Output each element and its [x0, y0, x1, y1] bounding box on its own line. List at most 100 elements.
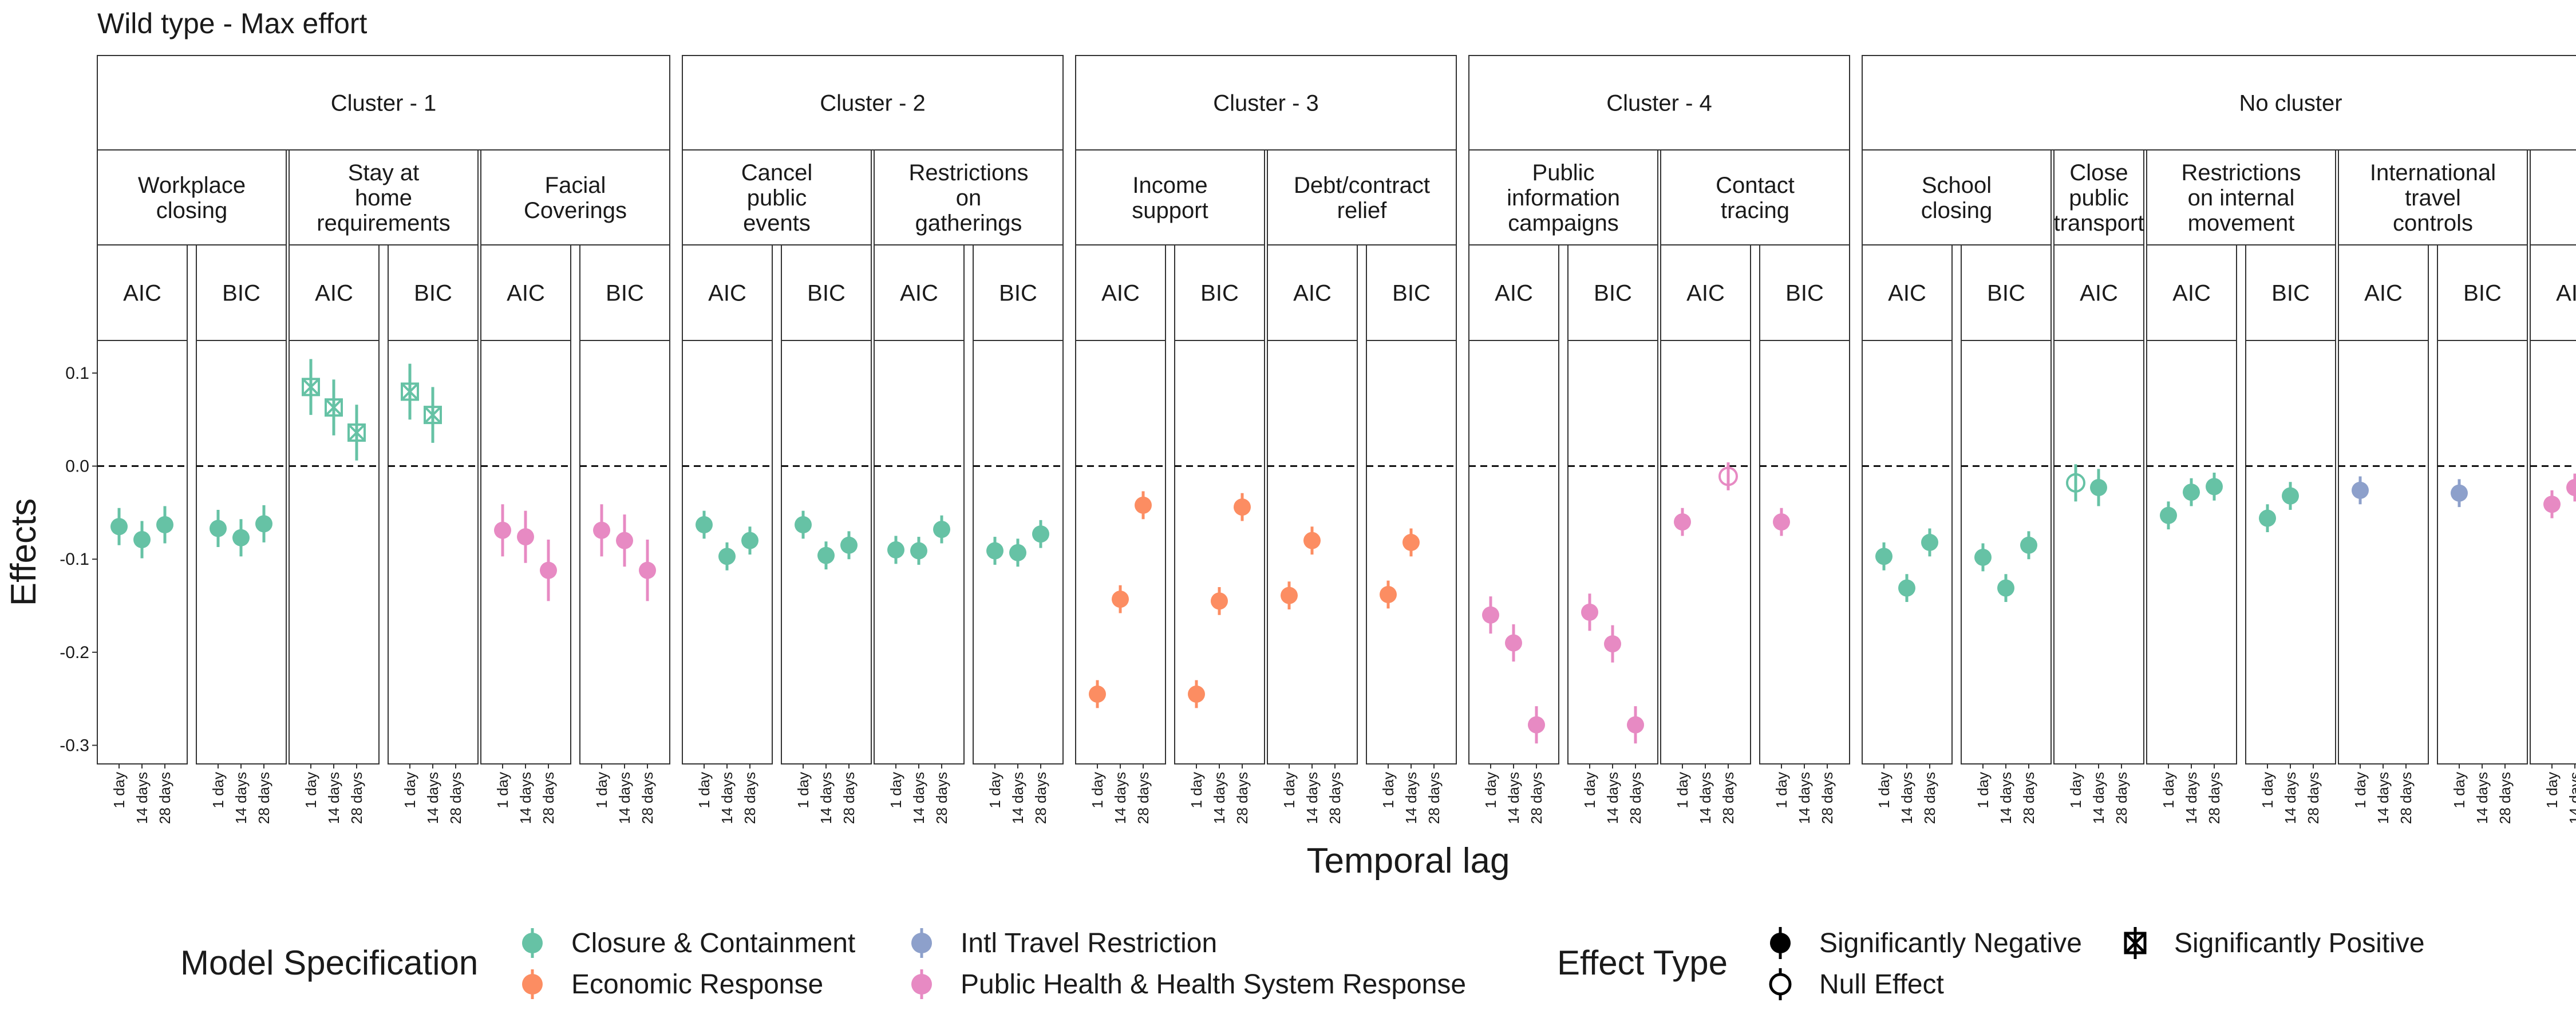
x-tick-label: 1 day: [1188, 772, 1205, 809]
policy-label: information: [1507, 185, 1620, 211]
panel-box: [2053, 340, 2144, 764]
x-tick-label: 1 day: [696, 772, 713, 809]
point-marker: [741, 532, 758, 549]
criterion-label: BIC: [1987, 281, 2025, 306]
point-marker: [840, 536, 858, 554]
x-tick-label: 14 days: [1796, 772, 1813, 824]
x-tick-label: 28 days: [2113, 772, 2130, 824]
policy-label: International: [2370, 160, 2496, 185]
point-marker: [2352, 481, 2369, 499]
policy-strip: [1862, 149, 2052, 245]
x-tick-label: 14 days: [2282, 772, 2299, 824]
x-tick-label: 1 day: [2451, 772, 2468, 809]
policy-label: public: [2069, 185, 2129, 211]
policy-label: School: [1922, 173, 1992, 198]
criterion-strip: [973, 244, 1064, 341]
point-marker: [2183, 484, 2200, 501]
point-marker: [696, 516, 713, 534]
x-tick-label: 14 days: [2374, 772, 2392, 824]
x-tick-label: 28 days: [2206, 772, 2223, 824]
panel-box: [1567, 340, 1658, 764]
x-tick-label: 28 days: [1326, 772, 1344, 824]
cluster-strip: [1468, 55, 1850, 150]
criterion-label: AIC: [2556, 281, 2576, 306]
y-axis-label: Effects: [4, 498, 44, 606]
x-tick-label: 28 days: [1135, 772, 1152, 824]
cluster-label: Cluster - 4: [1606, 91, 1712, 116]
legend-spec-label: Economic Response: [571, 969, 823, 1000]
criterion-label: BIC: [222, 281, 260, 306]
x-tick-label: 1 day: [1380, 772, 1397, 809]
panel-box: [2338, 340, 2429, 764]
x-tick-label: 14 days: [1009, 772, 1026, 824]
criterion-strip: [2245, 244, 2336, 341]
x-tick-label: 1 day: [1482, 772, 1499, 809]
cluster-label: Cluster - 2: [820, 91, 926, 116]
policy-label: closing: [156, 198, 228, 223]
point-marker: [986, 542, 1003, 560]
x-tick-label: 1 day: [1674, 772, 1691, 809]
criterion-label: BIC: [1200, 281, 1239, 306]
point-marker: [1089, 686, 1106, 703]
point-marker-cross: [401, 383, 419, 401]
point-marker: [718, 548, 736, 565]
point-marker: [424, 406, 442, 425]
panel-box: [2437, 340, 2528, 764]
policy-label: support: [1132, 198, 1208, 223]
x-tick-label: 28 days: [540, 772, 557, 824]
point-marker: [517, 528, 534, 546]
x-tick-label: 28 days: [156, 772, 173, 824]
criterion-strip: [1174, 244, 1265, 341]
policy-label: campaigns: [1508, 211, 1618, 236]
point-marker: [2066, 473, 2085, 493]
policy-label: Coverings: [524, 198, 627, 223]
criterion-label: AIC: [1101, 281, 1140, 306]
legend-key-dot: [911, 974, 932, 995]
cluster-label: No cluster: [2239, 91, 2342, 116]
criterion-label: BIC: [606, 281, 644, 306]
policy-label: Restrictions: [2182, 160, 2301, 185]
x-tick-label: 14 days: [910, 772, 927, 824]
chart-title: Wild type - Max effort: [97, 7, 368, 39]
point-marker: [210, 520, 227, 537]
cluster-label: Cluster - 1: [331, 91, 437, 116]
point-marker: [2566, 478, 2576, 496]
criterion-label: BIC: [2271, 281, 2310, 306]
point-marker: [1718, 466, 1738, 486]
panel-box: [2530, 340, 2576, 764]
x-tick-label: 1 day: [795, 772, 812, 809]
x-tick-label: 28 days: [639, 772, 656, 824]
point-marker: [1875, 548, 1893, 565]
criterion-strip: [289, 244, 380, 341]
point-marker: [1482, 606, 1499, 624]
x-tick-label: 14 days: [1898, 772, 1915, 824]
x-tick-label: 1 day: [2160, 772, 2177, 809]
criterion-label: AIC: [900, 281, 938, 306]
criterion-label: AIC: [1686, 281, 1725, 306]
point-marker: [2020, 536, 2037, 554]
point-marker: [401, 382, 419, 401]
policy-strip: [289, 149, 479, 245]
x-tick-label: 1 day: [1281, 772, 1298, 809]
x-tick-label: 28 days: [1819, 772, 1836, 824]
point-marker: [933, 521, 950, 538]
point-marker: [325, 398, 343, 417]
y-tick-label: -0.3: [60, 736, 89, 755]
x-tick-label: 14 days: [1303, 772, 1321, 824]
x-tick-label: 1 day: [1773, 772, 1790, 809]
point-marker: [1032, 525, 1049, 543]
criterion-strip: [1660, 244, 1751, 341]
point-marker: [302, 378, 320, 397]
x-tick-label: 1 day: [1089, 772, 1106, 809]
x-tick-label: 28 days: [1425, 772, 1443, 824]
panel-box: [2245, 340, 2336, 764]
panel-box: [1468, 340, 1559, 764]
policy-label: Contact: [1716, 173, 1795, 198]
point-marker: [1211, 592, 1228, 610]
point-marker: [232, 529, 250, 546]
legend-key-filled-circle: [1770, 933, 1791, 953]
panel-box: [1759, 340, 1850, 764]
x-tick-label: 28 days: [447, 772, 464, 824]
policy-label: gatherings: [915, 211, 1022, 236]
panel-box: [1075, 340, 1166, 764]
